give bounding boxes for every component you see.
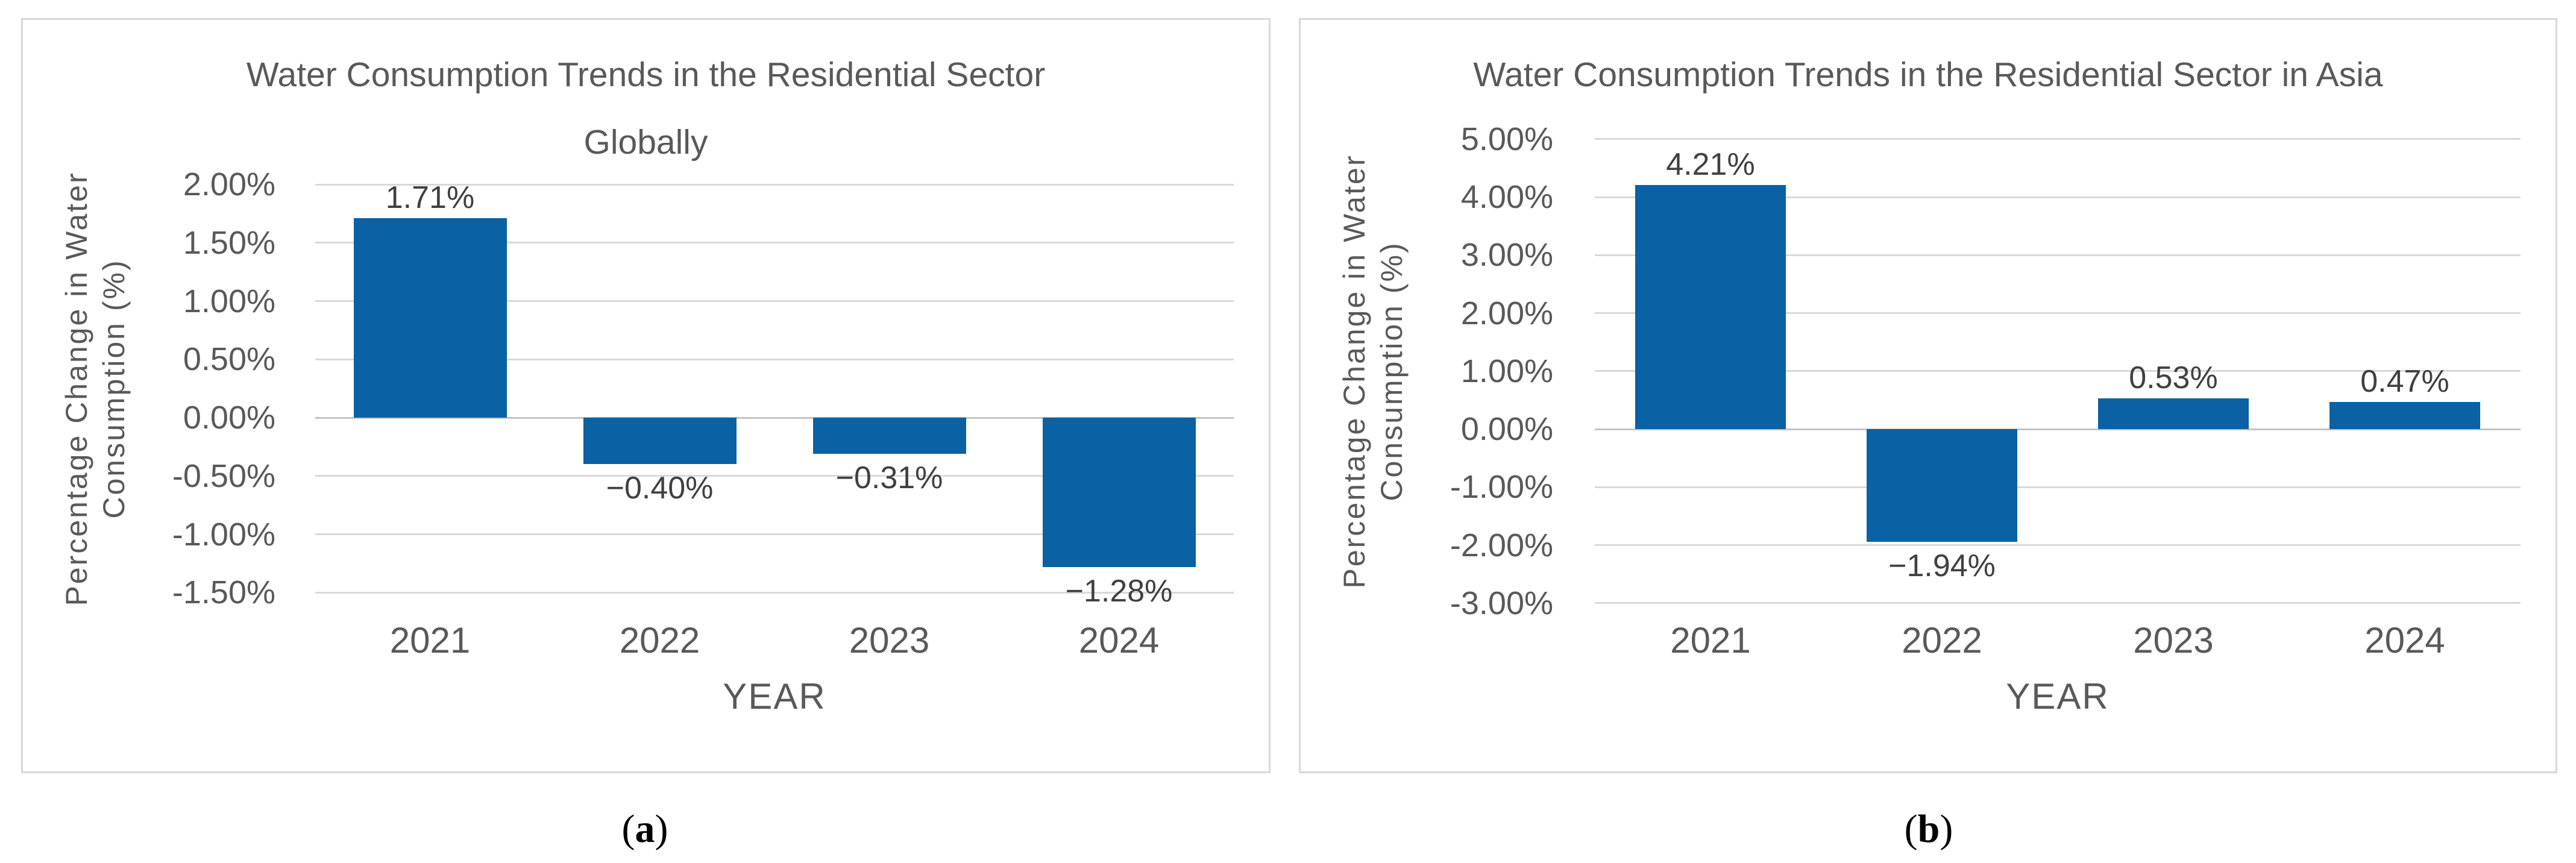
- x-tick-label: 2021: [389, 620, 471, 661]
- chart-title-line: Water Consumption Trends in the Resident…: [246, 55, 1046, 94]
- bar-value-label: 1.71%: [385, 180, 475, 216]
- y-tick-label: 4.00%: [1460, 179, 1553, 215]
- x-tick-label: 2024: [1078, 620, 1160, 661]
- figure-caption-a: (a): [464, 805, 826, 853]
- x-tick-label: 2024: [2364, 620, 2445, 661]
- bar-value-label: −1.28%: [1065, 573, 1173, 609]
- y-tick-label: 5.00%: [1460, 121, 1553, 157]
- y-tick-label: 0.00%: [183, 400, 275, 436]
- gridline: [315, 183, 1234, 186]
- gridline: [1595, 602, 2521, 604]
- bar-2023: [2098, 398, 2249, 429]
- gridline: [1595, 138, 2521, 140]
- y-axis-title-line: Percentage Change in Water: [60, 171, 93, 606]
- bar-value-label: 4.21%: [1666, 146, 1755, 182]
- y-tick-label: -2.00%: [1450, 527, 1553, 563]
- y-tick-label: 1.00%: [183, 283, 275, 319]
- chart-title-line: Water Consumption Trends in the Resident…: [1473, 55, 2383, 94]
- bar-2021: [1635, 184, 1786, 429]
- y-tick-label: -0.50%: [172, 457, 275, 494]
- y-tick-label: -3.00%: [1450, 585, 1553, 621]
- chart-title-line: Globally: [583, 123, 708, 162]
- gridline: [315, 591, 1234, 594]
- caption-paren-open: (: [621, 807, 635, 851]
- y-tick-label: 0.00%: [1460, 411, 1553, 447]
- zero-axis-line: [1595, 428, 2521, 430]
- y-tick-label: 1.50%: [183, 224, 275, 261]
- bar-2021: [353, 218, 507, 418]
- x-tick-label: 2023: [2133, 620, 2214, 661]
- gridline: [1595, 254, 2521, 256]
- x-axis-title-asia: YEAR: [2006, 676, 2109, 717]
- y-tick-label: -1.00%: [1450, 469, 1553, 506]
- zero-axis-line: [315, 416, 1234, 419]
- chart-title-global: Water Consumption Trends in the Resident…: [23, 41, 1269, 176]
- gridline: [315, 358, 1234, 360]
- gridline: [1595, 370, 2521, 372]
- chart-title-asia: Water Consumption Trends in the Resident…: [1301, 41, 2556, 108]
- bar-value-label: −1.94%: [1888, 548, 1996, 583]
- y-tick-label: 3.00%: [1460, 237, 1553, 274]
- caption-letter: b: [1917, 807, 1940, 851]
- x-tick-label: 2023: [849, 620, 930, 661]
- y-tick-label: -1.50%: [172, 574, 275, 611]
- gridline: [315, 242, 1234, 244]
- y-tick-label: 0.50%: [183, 341, 275, 378]
- bar-2024: [2329, 401, 2480, 429]
- gridline: [1595, 486, 2521, 488]
- gridline: [1595, 196, 2521, 198]
- x-tick-label: 2021: [1670, 620, 1751, 661]
- y-axis-title-asia: Percentage Change in Water Consumption (…: [1336, 154, 1410, 589]
- y-tick-label: 2.00%: [1460, 295, 1553, 331]
- bar-value-label: 0.47%: [2360, 363, 2449, 399]
- gridline: [315, 475, 1234, 477]
- gridline: [315, 533, 1234, 535]
- bar-2023: [812, 418, 966, 454]
- gridline: [1595, 312, 2521, 314]
- caption-paren-close: ): [655, 807, 668, 851]
- x-tick-label: 2022: [1902, 620, 1982, 661]
- y-axis-title-line: Consumption (%): [1375, 241, 1409, 501]
- y-axis-title-line: Percentage Change in Water: [1337, 154, 1371, 589]
- bar-value-label: 0.53%: [2129, 360, 2218, 395]
- bar-2022: [1867, 429, 2017, 542]
- bar-2022: [583, 418, 737, 465]
- gridline: [1595, 544, 2521, 546]
- y-tick-label: 1.00%: [1460, 353, 1553, 389]
- caption-paren-close: ): [1940, 807, 1953, 851]
- y-axis-title-global: Percentage Change in Water Consumption (…: [58, 172, 133, 606]
- chart-panel-global: Water Consumption Trends in the Resident…: [21, 18, 1271, 773]
- caption-letter: a: [635, 807, 655, 851]
- caption-paren-open: (: [1904, 807, 1918, 851]
- bar-2024: [1042, 418, 1196, 567]
- bar-value-label: −0.31%: [835, 460, 943, 495]
- figure-caption-b: (b): [1748, 805, 2109, 853]
- x-axis-title-global: YEAR: [723, 676, 826, 717]
- gridline: [315, 300, 1234, 302]
- bar-value-label: −0.40%: [606, 471, 714, 506]
- chart-panel-asia: Water Consumption Trends in the Resident…: [1299, 18, 2557, 773]
- y-tick-label: -1.00%: [172, 516, 275, 553]
- y-axis-title-line: Consumption (%): [97, 259, 131, 519]
- x-tick-label: 2022: [619, 620, 700, 661]
- y-tick-label: 2.00%: [183, 166, 275, 202]
